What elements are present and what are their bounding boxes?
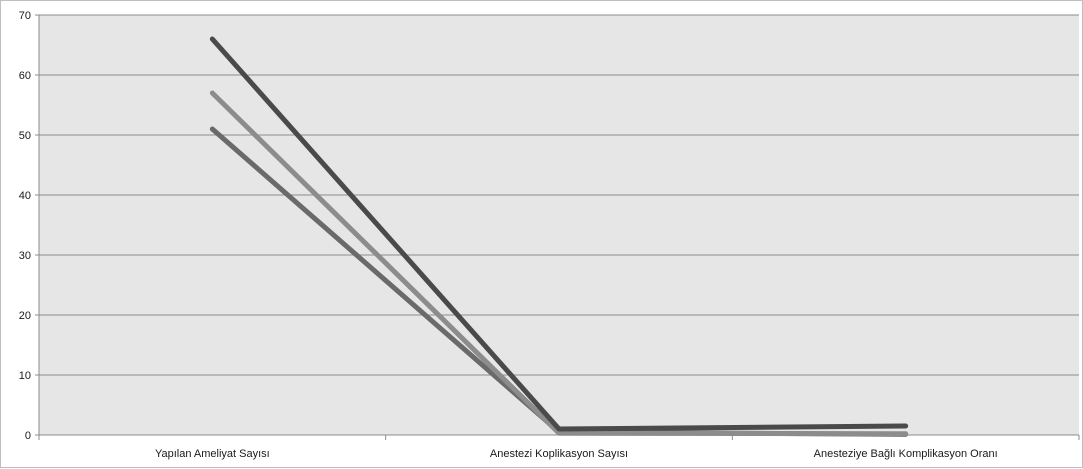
- y-tick-label: 40: [19, 190, 31, 202]
- y-tick-label: 10: [19, 370, 31, 382]
- y-tick-label: 50: [19, 130, 31, 142]
- y-tick-label: 0: [25, 430, 31, 442]
- x-tick-label: Anesteziye Bağlı Komplikasyon Oranı: [814, 448, 998, 460]
- series-line-2: [209, 90, 909, 437]
- series-lines: [209, 36, 909, 437]
- y-tick-labels: 0 10 20 30 40 50 60 70: [19, 10, 31, 442]
- x-tick-label: Anestezi Koplikasyon Sayısı: [490, 448, 628, 460]
- series-line-1: [209, 36, 909, 432]
- y-tick-label: 20: [19, 310, 31, 322]
- y-tick-label: 60: [19, 70, 31, 82]
- y-tick-label: 70: [19, 10, 31, 22]
- plot-area: [39, 15, 1079, 435]
- x-tick-label: Yapılan Ameliyat Sayısı: [155, 448, 270, 460]
- x-tick-labels: Yapılan Ameliyat Sayısı Anestezi Koplikas…: [155, 448, 998, 460]
- gridlines: [39, 14, 1079, 376]
- y-tick-label: 30: [19, 250, 31, 262]
